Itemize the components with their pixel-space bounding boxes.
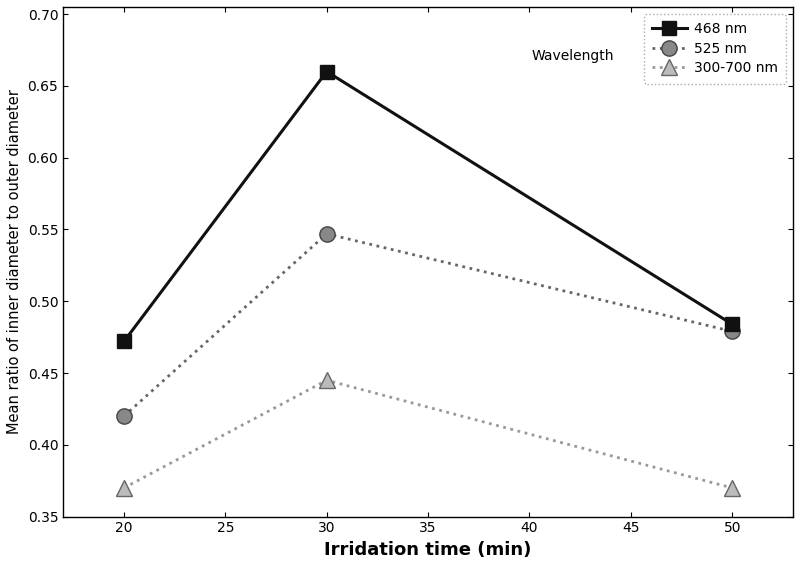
- Legend: 468 nm, 525 nm, 300-700 nm: 468 nm, 525 nm, 300-700 nm: [644, 14, 786, 84]
- Y-axis label: Mean ratio of inner diameter to outer diameter: Mean ratio of inner diameter to outer di…: [7, 89, 22, 434]
- Text: Wavelength: Wavelength: [531, 49, 614, 63]
- X-axis label: Irridation time (min): Irridation time (min): [324, 541, 532, 559]
